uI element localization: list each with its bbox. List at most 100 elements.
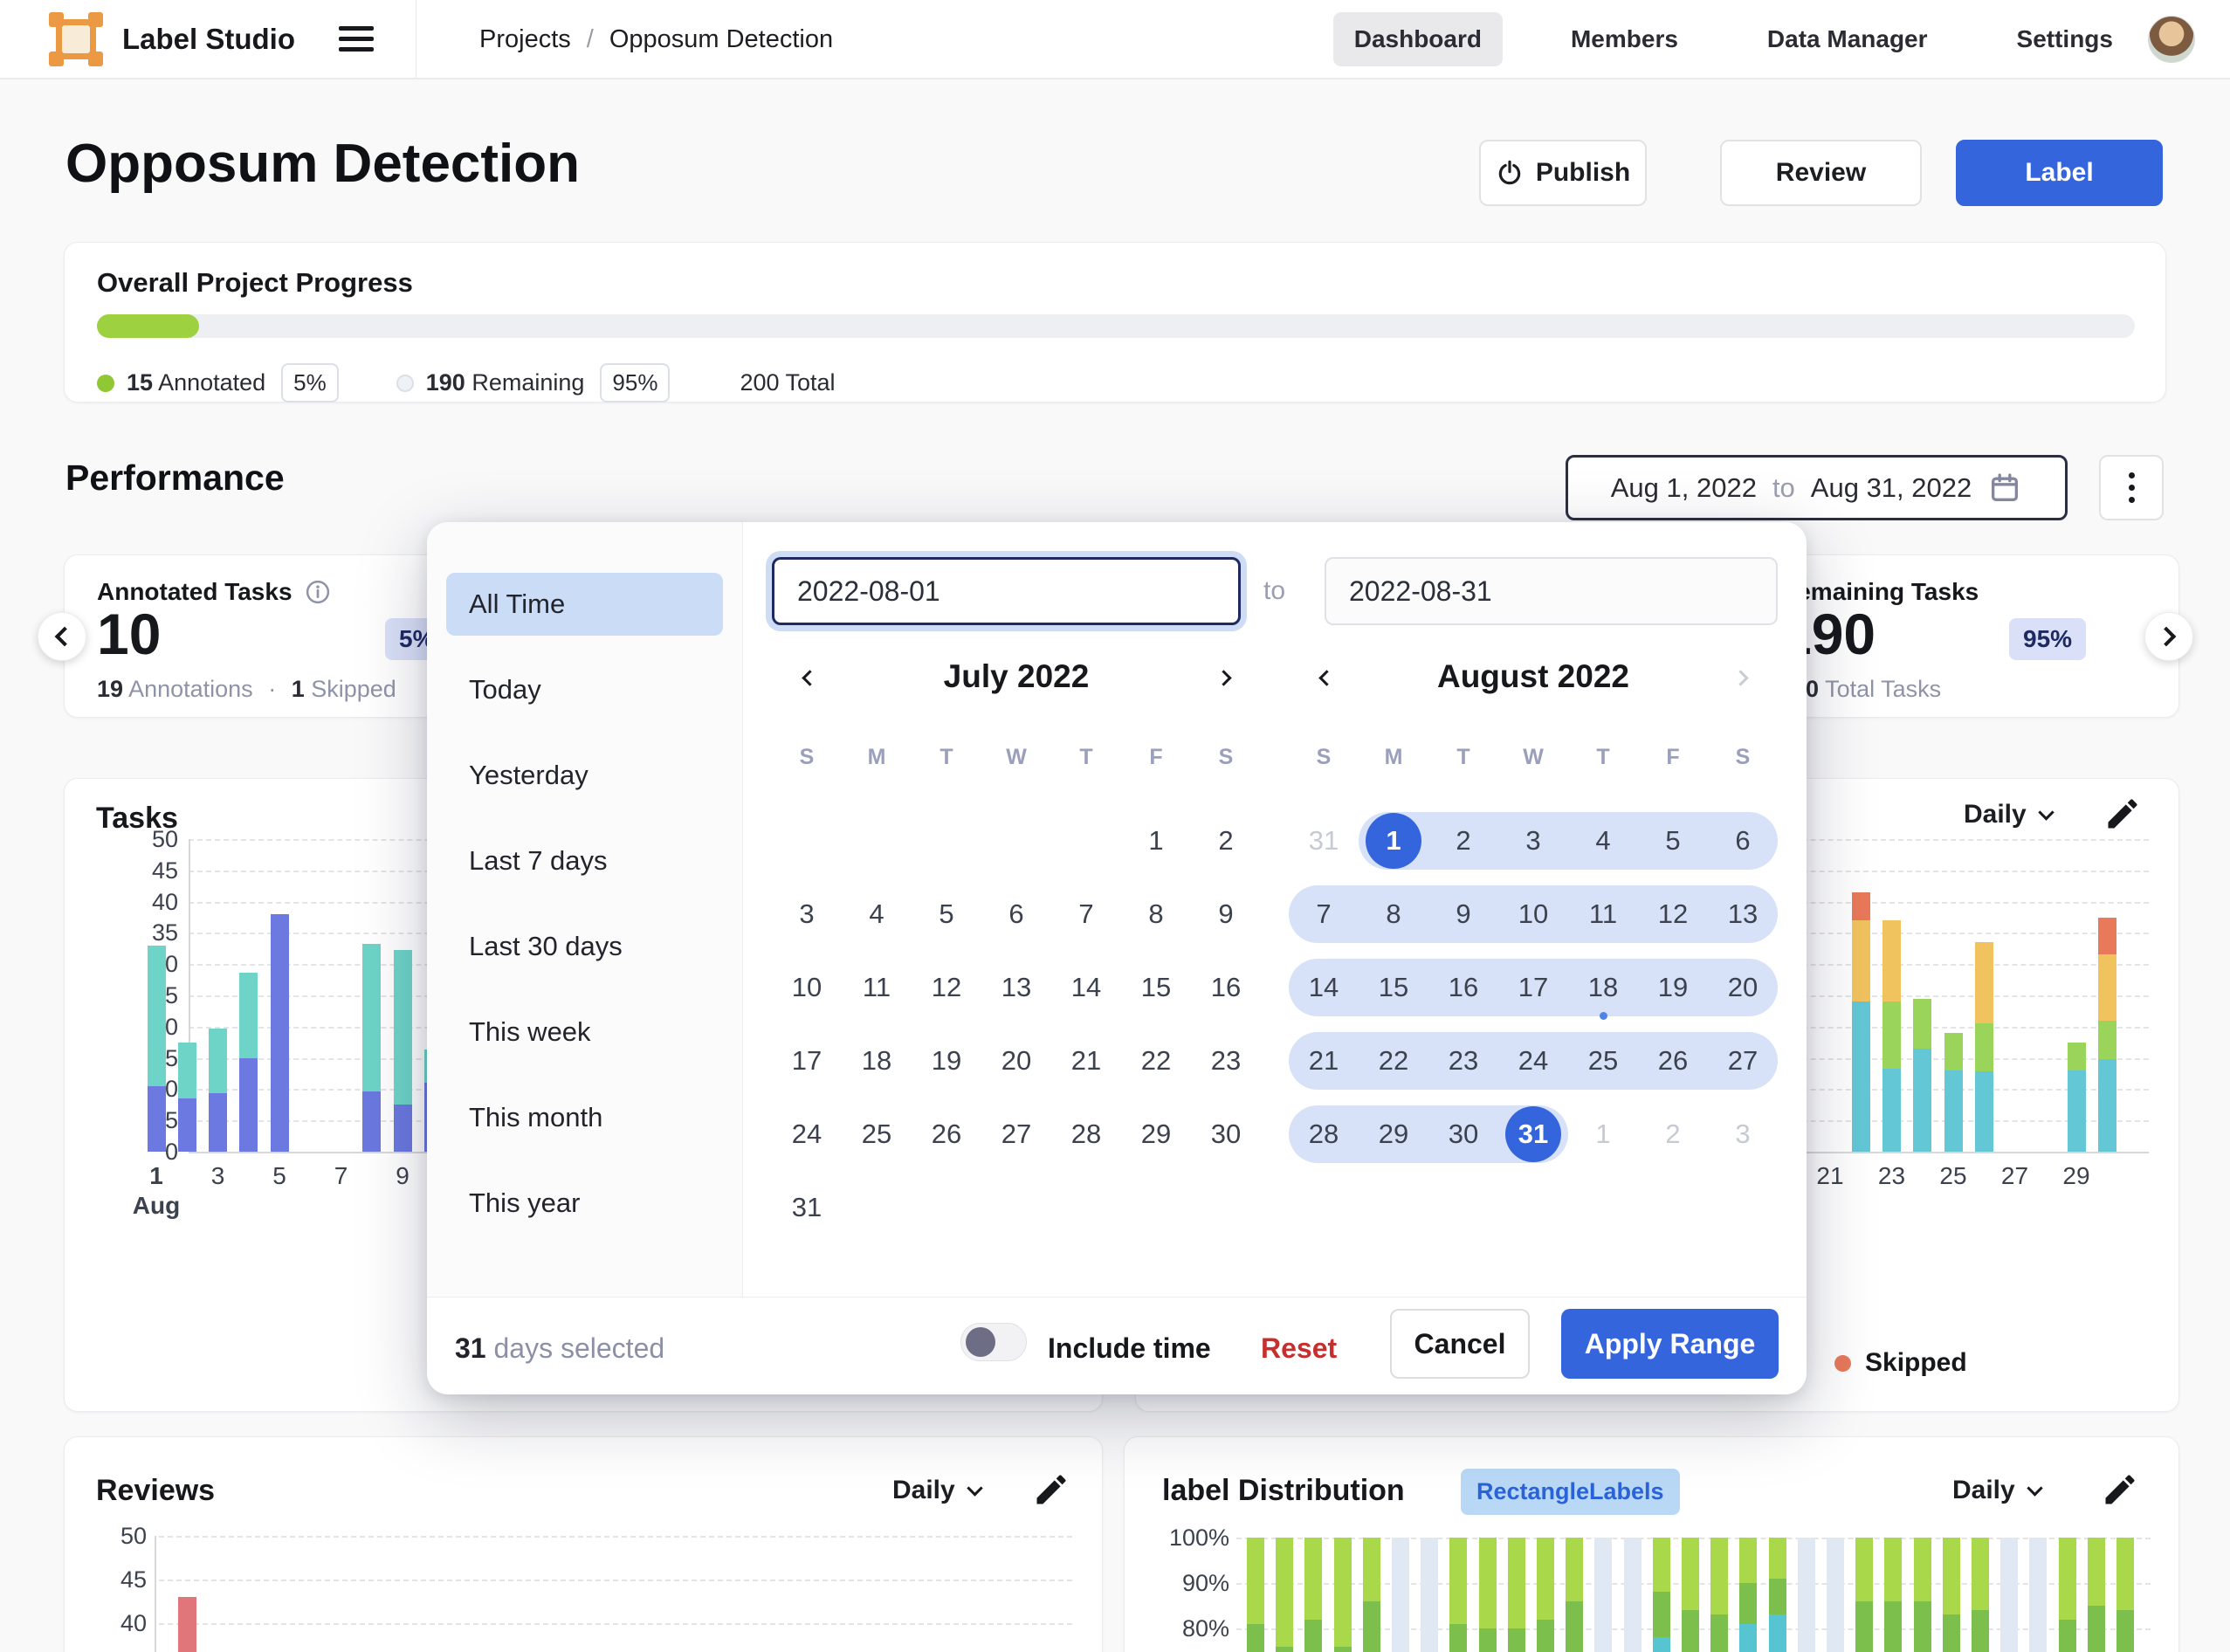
distribution-bar-lightgreen[interactable] — [1653, 1538, 1670, 1592]
calendar-day[interactable]: 24 — [1498, 1024, 1568, 1098]
calendar-day[interactable]: 15 — [1359, 951, 1428, 1024]
calendar-day[interactable]: 29 — [1359, 1098, 1428, 1171]
calendar-day[interactable]: 15 — [1121, 951, 1191, 1024]
distribution-bar-darkgreen[interactable] — [1566, 1601, 1583, 1652]
carousel-prev-button[interactable] — [38, 612, 86, 661]
distribution-bar-cyan[interactable] — [1769, 1614, 1786, 1652]
distribution-bar-lightgreen[interactable] — [1508, 1538, 1525, 1628]
tasks-bar-teal[interactable] — [239, 973, 258, 1058]
calendar-day[interactable]: 12 — [1638, 878, 1708, 951]
distribution-bar-darkgreen[interactable] — [1682, 1610, 1699, 1652]
calendar-day[interactable]: 6 — [1708, 804, 1778, 878]
calendar-day[interactable]: 21 — [1289, 1024, 1359, 1098]
calendar-day[interactable]: 31 — [772, 1171, 842, 1244]
calendar-day[interactable]: 27 — [1708, 1024, 1778, 1098]
calendar-day[interactable]: 25 — [842, 1098, 912, 1171]
tasks-bar-blue[interactable] — [239, 1058, 258, 1152]
calendar-day[interactable]: 8 — [1121, 878, 1191, 951]
calendar-day[interactable]: 3 — [772, 878, 842, 951]
annotations-bar-segment[interactable] — [1882, 1002, 1901, 1069]
distribution-bar-darkgreen[interactable] — [1884, 1601, 1902, 1652]
annotations-bar-segment[interactable] — [2098, 918, 2116, 955]
calendar-day[interactable]: 30 — [1191, 1098, 1261, 1171]
calendar-day[interactable]: 11 — [1568, 878, 1638, 951]
calendar-day[interactable]: 1 — [1568, 1098, 1638, 1171]
calendar-day[interactable]: 24 — [772, 1098, 842, 1171]
nav-item-data-manager[interactable]: Data Manager — [1746, 12, 1949, 66]
distribution-bar-darkgreen[interactable] — [1739, 1583, 1757, 1624]
include-time-toggle[interactable] — [960, 1323, 1027, 1361]
cancel-button[interactable]: Cancel — [1390, 1309, 1530, 1379]
distribution-bar-lightgreen[interactable] — [1855, 1538, 1873, 1601]
calendar-day[interactable]: 14 — [1051, 951, 1121, 1024]
distribution-bar-darkgreen[interactable] — [2116, 1610, 2134, 1652]
apply-range-button[interactable]: Apply Range — [1561, 1309, 1779, 1379]
calendar-day[interactable]: 8 — [1359, 878, 1428, 951]
calendar-day[interactable]: 10 — [772, 951, 842, 1024]
calendar-day[interactable]: 16 — [1191, 951, 1261, 1024]
distribution-bar-cyan[interactable] — [1653, 1637, 1670, 1652]
reviews-bar[interactable] — [178, 1597, 196, 1652]
tasks-bar-blue[interactable] — [178, 1098, 196, 1152]
calendar-day[interactable]: 2 — [1428, 804, 1498, 878]
annotations-bar-segment[interactable] — [1913, 1049, 1931, 1152]
calendar-day[interactable]: 14 — [1289, 951, 1359, 1024]
hamburger-menu-icon[interactable] — [339, 26, 374, 54]
tasks-bar-teal[interactable] — [362, 944, 381, 1091]
annotations-bar-segment[interactable] — [2068, 1070, 2086, 1152]
calendar-day[interactable]: 16 — [1428, 951, 1498, 1024]
calendar-day[interactable]: 28 — [1289, 1098, 1359, 1171]
preset-this-month[interactable]: This month — [446, 1086, 723, 1149]
distribution-bar-lightgreen[interactable] — [2088, 1538, 2105, 1606]
publish-button[interactable]: Publish — [1479, 140, 1647, 206]
calendar-day[interactable]: 2 — [1638, 1098, 1708, 1171]
calendar-day-selected[interactable]: 1 — [1359, 804, 1428, 878]
annotations-bar-segment[interactable] — [2098, 1059, 2116, 1152]
calendar-day[interactable]: 5 — [1638, 804, 1708, 878]
distribution-bar-lightgreen[interactable] — [1304, 1538, 1322, 1620]
distribution-bar-lightgreen[interactable] — [1943, 1538, 1960, 1614]
end-date-input[interactable]: 2022-08-31 — [1325, 557, 1778, 625]
distribution-bar-lightgreen[interactable] — [2116, 1538, 2134, 1610]
distribution-bar-darkgreen[interactable] — [2059, 1620, 2076, 1652]
calendar-day[interactable]: 23 — [1191, 1024, 1261, 1098]
distribution-bar-lightgreen[interactable] — [1334, 1538, 1352, 1647]
calendar-day[interactable]: 7 — [1051, 878, 1121, 951]
preset-today[interactable]: Today — [446, 658, 723, 721]
calendar-prev-icon[interactable] — [788, 658, 826, 697]
user-avatar[interactable] — [2148, 16, 2195, 63]
distribution-bar-lightgreen[interactable] — [2059, 1538, 2076, 1620]
annotations-bar-segment[interactable] — [1882, 1069, 1901, 1152]
distribution-bar-darkgreen[interactable] — [1914, 1601, 1931, 1652]
more-options-button[interactable] — [2099, 455, 2164, 520]
calendar-day[interactable]: 26 — [912, 1098, 981, 1171]
calendar-prev-icon[interactable] — [1304, 658, 1343, 697]
distribution-bar-lightgreen[interactable] — [1739, 1538, 1757, 1583]
calendar-day[interactable]: 19 — [1638, 951, 1708, 1024]
distribution-bar-lightgreen[interactable] — [1884, 1538, 1902, 1601]
calendar-day[interactable]: 5 — [912, 878, 981, 951]
distribution-bar-lightgreen[interactable] — [1914, 1538, 1931, 1601]
annotations-bar-segment[interactable] — [1852, 920, 1870, 1002]
calendar-day[interactable]: 7 — [1289, 878, 1359, 951]
distribution-bar-lightgreen[interactable] — [1449, 1538, 1467, 1624]
tasks-bar-blue[interactable] — [148, 1086, 166, 1152]
label-button[interactable]: Label — [1956, 140, 2163, 206]
tasks-bar-teal[interactable] — [394, 950, 412, 1105]
annotations-bar-segment[interactable] — [2068, 1043, 2086, 1070]
distribution-bar-darkgreen[interactable] — [1972, 1610, 1989, 1652]
distribution-bar-darkgreen[interactable] — [1449, 1624, 1467, 1652]
calendar-day[interactable]: 9 — [1428, 878, 1498, 951]
distribution-bar-darkgreen[interactable] — [1653, 1592, 1670, 1637]
calendar-day[interactable]: 20 — [1708, 951, 1778, 1024]
annotations-bar-segment[interactable] — [1975, 942, 1993, 1023]
calendar-day[interactable]: 13 — [1708, 878, 1778, 951]
calendar-day[interactable]: 18 — [842, 1024, 912, 1098]
nav-item-settings[interactable]: Settings — [1996, 12, 2134, 66]
calendar-day[interactable]: 26 — [1638, 1024, 1708, 1098]
calendar-day[interactable]: 3 — [1708, 1098, 1778, 1171]
nav-item-members[interactable]: Members — [1550, 12, 1699, 66]
preset-this-year[interactable]: This year — [446, 1172, 723, 1235]
distribution-bar-lightgreen[interactable] — [1972, 1538, 1989, 1610]
calendar-day[interactable]: 27 — [981, 1098, 1051, 1171]
